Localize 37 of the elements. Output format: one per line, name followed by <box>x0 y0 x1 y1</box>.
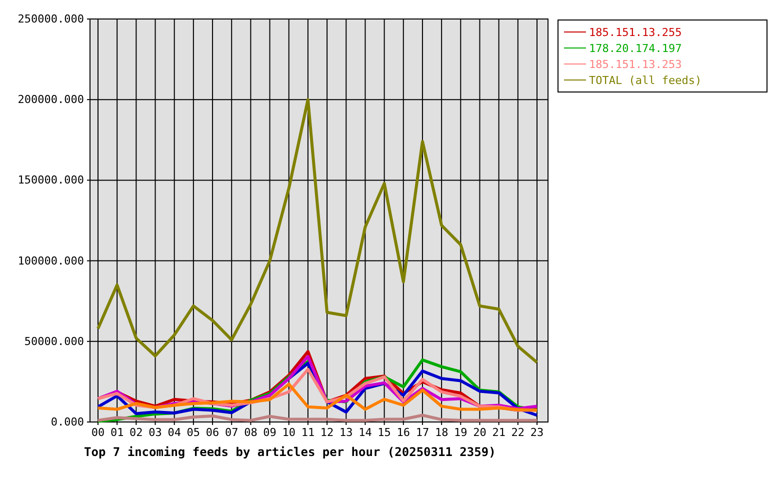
x-tick-label: 15 <box>378 426 391 439</box>
x-tick-label: 08 <box>244 426 258 439</box>
y-tick-label: 50000.000 <box>24 334 84 348</box>
x-tick-label: 01 <box>110 426 124 439</box>
x-tick-label: 05 <box>186 426 200 439</box>
line-series <box>96 98 538 364</box>
x-tick-label: 20 <box>473 426 486 439</box>
x-tick-label: 04 <box>168 426 182 439</box>
y-tick-label: 0.000 <box>50 416 84 429</box>
x-tick-label: 03 <box>148 426 162 439</box>
x-tick-label: 11 <box>301 426 315 439</box>
y-tick-label: 250000.000 <box>18 12 84 26</box>
x-tick-label: 14 <box>358 426 372 439</box>
text: Top 7 incoming feeds by articles per hour (20250311 2359) <box>84 445 496 459</box>
x-tick-label: 10 <box>282 426 296 439</box>
legend-label: 178.20.174.197 <box>589 42 682 55</box>
line-series <box>96 382 538 412</box>
y-tick-label: 100000.000 <box>18 254 84 268</box>
x-tick-label: 18 <box>434 426 448 439</box>
x-tick-label: 09 <box>263 426 276 439</box>
y-tick-label: 150000.000 <box>18 174 84 187</box>
x-tick-label: 22 <box>511 426 525 439</box>
x-tick-label: 06 <box>206 426 220 439</box>
x-tick-label: 19 <box>454 426 468 439</box>
x-tick-label: 21 <box>492 426 506 439</box>
y-tick-label: 200000.000 <box>18 93 84 106</box>
x-tick-label: 13 <box>340 426 353 439</box>
x-tick-label: 02 <box>130 426 143 439</box>
x-tick-label: 00 <box>91 426 105 439</box>
legend-label: 185.151.13.255 <box>589 26 682 39</box>
x-tick-label: 17 <box>416 426 430 439</box>
x-tick-label: 12 <box>320 426 334 439</box>
x-tick-label: 07 <box>224 426 238 439</box>
legend-label: TOTAL (all feeds) <box>589 74 702 87</box>
x-tick-label: 16 <box>396 426 410 439</box>
x-tick-label: 23 <box>530 426 544 439</box>
legend-label: 185.151.13.253 <box>589 58 682 71</box>
